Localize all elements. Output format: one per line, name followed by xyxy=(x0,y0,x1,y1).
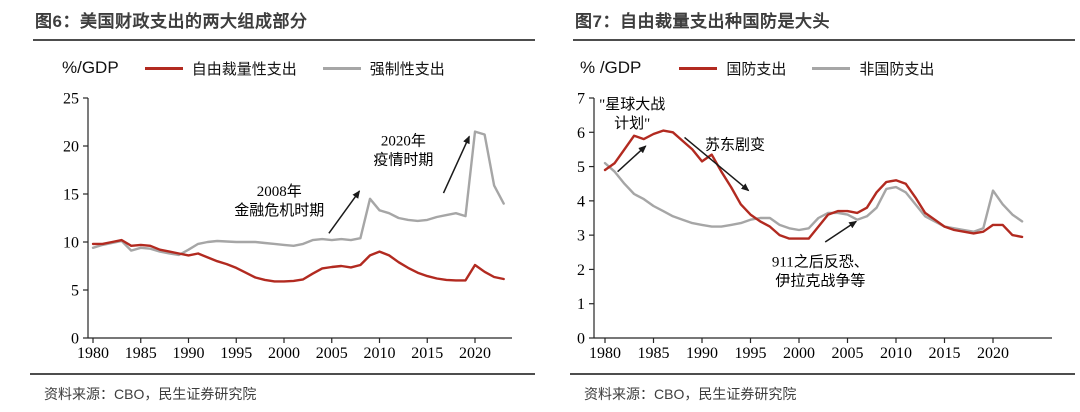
figure-7-panel: 图7：自由裁量支出种国防是大头 % /GDP 国防支出 非国防支出 0 1 2 3 4 5… xyxy=(540,0,1080,412)
figure-7-y-axis-unit: % /GDP xyxy=(580,58,642,77)
svg-text:2000: 2000 xyxy=(268,345,300,358)
svg-text:2020: 2020 xyxy=(459,345,491,358)
svg-text:苏东剧变: 苏东剧变 xyxy=(705,136,765,153)
svg-text:2000: 2000 xyxy=(783,345,815,358)
svg-text:6: 6 xyxy=(577,125,585,142)
svg-text:2020: 2020 xyxy=(977,345,1009,358)
svg-text:2005: 2005 xyxy=(832,345,864,358)
svg-text:1980: 1980 xyxy=(589,345,621,358)
svg-text:15: 15 xyxy=(63,187,79,204)
legend-item-defense: 国防支出 xyxy=(679,58,786,79)
figure-6-source-note: 资料来源：CBO，民生证券研究院 xyxy=(30,373,535,404)
svg-text:计划": 计划" xyxy=(614,115,650,132)
svg-text:2015: 2015 xyxy=(411,345,443,358)
svg-text:10: 10 xyxy=(63,235,79,252)
legend-line-swatch-gray xyxy=(812,66,851,70)
figure-6-y-axis-unit: %/GDP xyxy=(62,58,119,77)
legend-item-mandatory: 强制性支出 xyxy=(322,58,445,79)
legend-label-mandatory: 强制性支出 xyxy=(369,61,445,78)
svg-text:5: 5 xyxy=(71,283,79,300)
legend-label-discretionary: 自由裁量性支出 xyxy=(191,61,297,78)
svg-text:2010: 2010 xyxy=(364,345,396,358)
figure-6-legend: 自由裁量性支出 强制性支出 xyxy=(144,58,471,79)
figure-6-chart-header: %/GDP 自由裁量性支出 强制性支出 xyxy=(62,55,540,81)
svg-text:金融危机时期: 金融危机时期 xyxy=(234,202,324,219)
svg-text:0: 0 xyxy=(577,331,585,348)
svg-text:2015: 2015 xyxy=(929,345,961,358)
figure-7-plot: 0 1 2 3 4 5 6 7 1980 1985 1990 1995 2000 2005 2010 2015… xyxy=(577,91,1052,358)
figure-6-panel: 图6：美国财政支出的两大组成部分 %/GDP 自由裁量性支出 强制性支出 0 5 1… xyxy=(30,12,540,404)
svg-text:伊拉克战争等: 伊拉克战争等 xyxy=(775,272,865,290)
legend-label-defense: 国防支出 xyxy=(726,61,787,78)
legend-item-nondefense: 非国防支出 xyxy=(812,58,934,79)
svg-text:20: 20 xyxy=(63,139,79,156)
svg-text:2010: 2010 xyxy=(880,345,912,358)
svg-text:0: 0 xyxy=(71,331,79,348)
svg-text:3: 3 xyxy=(577,228,585,245)
svg-text:"星球大战: "星球大战 xyxy=(599,96,665,113)
svg-text:5: 5 xyxy=(577,159,585,176)
figure-6-plot: 0 5 10 15 20 25 1980 1985 1990 1995 2000 2005 2010 20… xyxy=(63,91,512,358)
svg-text:1990: 1990 xyxy=(173,345,205,358)
figure-7-legend: 国防支出 非国防支出 xyxy=(679,58,960,79)
svg-text:1995: 1995 xyxy=(735,345,767,358)
figure-7-title: 图7：自由裁量支出种国防是大头 xyxy=(573,12,1075,41)
svg-text:1985: 1985 xyxy=(125,345,157,358)
legend-line-swatch-red xyxy=(679,66,718,70)
svg-text:25: 25 xyxy=(63,91,79,108)
figure-7-source-note: 资料来源：CBO，民生证券研究院 xyxy=(570,373,1075,404)
svg-text:疫情时期: 疫情时期 xyxy=(373,151,433,168)
legend-line-swatch-gray xyxy=(322,66,361,70)
svg-text:1990: 1990 xyxy=(686,345,718,358)
svg-text:1980: 1980 xyxy=(77,345,109,358)
figure-6-title: 图6：美国财政支出的两大组成部分 xyxy=(33,12,535,41)
svg-text:4: 4 xyxy=(577,193,585,210)
svg-text:1: 1 xyxy=(577,296,585,313)
figure-7-chart-header: % /GDP 国防支出 非国防支出 xyxy=(580,55,1080,81)
svg-text:911之后反恐、: 911之后反恐、 xyxy=(772,254,869,271)
svg-text:7: 7 xyxy=(577,91,585,108)
svg-text:2020年: 2020年 xyxy=(381,132,426,149)
svg-text:1985: 1985 xyxy=(638,345,670,358)
svg-text:1995: 1995 xyxy=(220,345,252,358)
legend-item-discretionary: 自由裁量性支出 xyxy=(144,58,297,79)
svg-text:2005: 2005 xyxy=(316,345,348,358)
svg-text:2008年: 2008年 xyxy=(257,183,302,200)
legend-label-nondefense: 非国防支出 xyxy=(859,61,935,78)
svg-text:2: 2 xyxy=(577,262,585,279)
legend-line-swatch-red xyxy=(144,66,183,70)
